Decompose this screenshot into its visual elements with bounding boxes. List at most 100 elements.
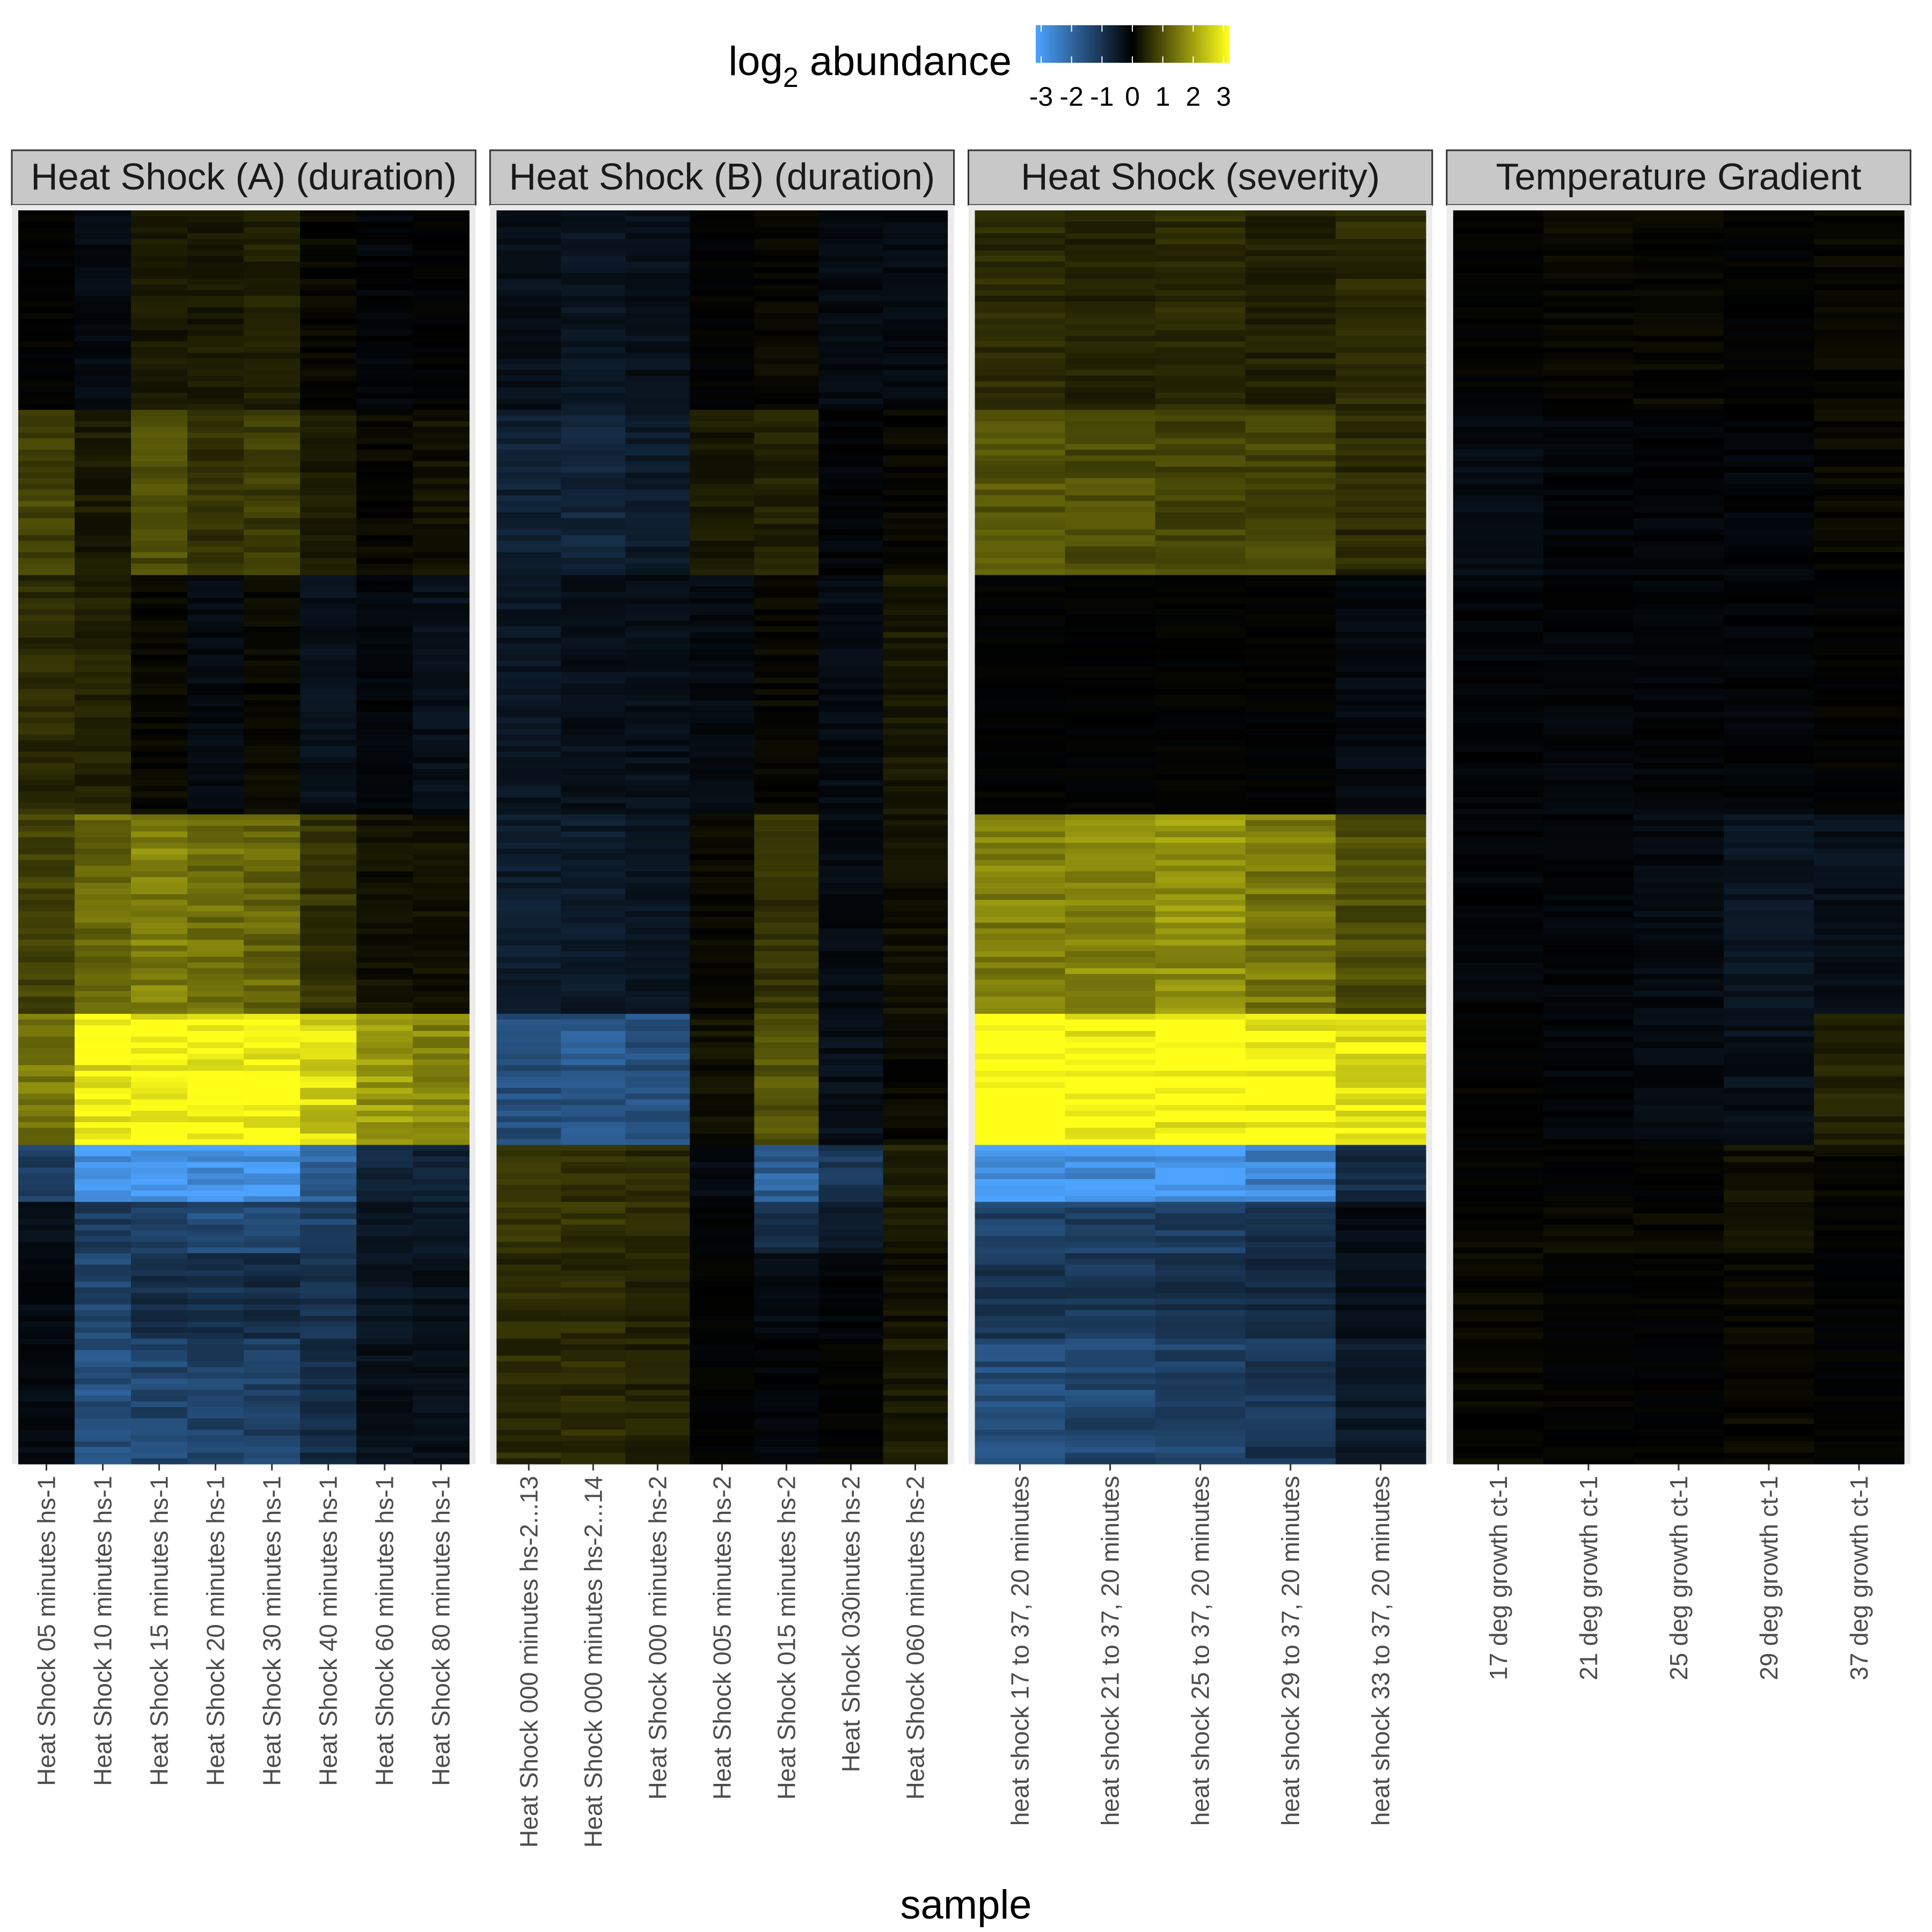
heatmap-cell [131, 1145, 188, 1151]
heatmap-cell [1155, 1105, 1246, 1111]
heatmap-cell [625, 825, 690, 832]
heatmap-cell [75, 706, 131, 712]
heatmap-cell [356, 814, 413, 821]
heatmap-cell [18, 848, 75, 855]
heatmap-cell [690, 290, 755, 296]
heatmap-cell [975, 1424, 1066, 1430]
heatmap-cell [754, 1139, 819, 1145]
heatmap-cell [131, 279, 188, 285]
heatmap-cell [244, 598, 301, 604]
heatmap-cell [690, 655, 755, 661]
heatmap-cell [561, 1225, 626, 1231]
heatmap-cell [356, 427, 413, 433]
heatmap-cell [1453, 1139, 1544, 1145]
heatmap-cell [413, 409, 470, 416]
heatmap-cell [625, 1031, 690, 1037]
heatmap-cell [1335, 1378, 1426, 1385]
heatmap-cell [1155, 683, 1246, 690]
heatmap-cell [244, 1162, 301, 1168]
heatmap-cell [187, 546, 244, 553]
heatmap-cell [1065, 866, 1156, 872]
heatmap-cell [1543, 1116, 1634, 1123]
heatmap-cell [1453, 985, 1544, 992]
heatmap-cell [356, 1173, 413, 1180]
heatmap-cell [754, 1099, 819, 1106]
heatmap-cell [1335, 825, 1426, 832]
heatmap-cell [1543, 1225, 1634, 1231]
heatmap-cell [75, 1059, 131, 1066]
heatmap-cell [883, 370, 948, 376]
heatmap-cell [244, 244, 301, 251]
heatmap-cell [1155, 1378, 1246, 1385]
heatmap-cell [561, 484, 626, 490]
heatmap-cell [1453, 273, 1544, 280]
heatmap-cell [690, 501, 755, 507]
heatmap-cell [975, 649, 1066, 655]
heatmap-cell [975, 792, 1066, 798]
heatmap-cell [18, 586, 75, 593]
heatmap-cell [356, 1184, 413, 1191]
heatmap-cell [975, 1293, 1066, 1299]
heatmap-cell [300, 1384, 357, 1391]
heatmap-cell [1543, 712, 1634, 718]
heatmap-cell [1065, 911, 1156, 918]
heatmap-cell [975, 1389, 1066, 1396]
heatmap-cell [356, 923, 413, 929]
heatmap-cell [1065, 444, 1156, 450]
heatmap-cell [561, 888, 626, 895]
heatmap-cell [883, 466, 948, 473]
heatmap-cell [1543, 1014, 1634, 1020]
heatmap-cell [1245, 1128, 1336, 1134]
heatmap-cell [883, 1327, 948, 1334]
heatmap-cell [131, 923, 188, 929]
heatmap-cell [244, 239, 301, 245]
heatmap-cell [496, 564, 561, 570]
heatmap-cell [413, 1310, 470, 1316]
heatmap-cell [625, 586, 690, 593]
heatmap-cell [496, 370, 561, 376]
heatmap-cell [413, 1167, 470, 1174]
heatmap-cell [18, 866, 75, 872]
heatmap-cell [356, 301, 413, 308]
heatmap-cell [187, 1413, 244, 1419]
heatmap-cell [300, 484, 357, 490]
heatmap-cell [690, 979, 755, 986]
heatmap-cell [1335, 1236, 1426, 1242]
heatmap-cell [1245, 1401, 1336, 1408]
heatmap-cell [187, 1076, 244, 1083]
heatmap-cell [625, 364, 690, 370]
heatmap-cell [1155, 1225, 1246, 1231]
heatmap-cell [975, 774, 1066, 781]
heatmap-cell [690, 1270, 755, 1277]
heatmap-cell [1245, 1236, 1336, 1242]
heatmap-cell [244, 1447, 301, 1453]
heatmap-cell [413, 546, 470, 553]
heatmap-cell [300, 313, 357, 319]
heatmap-cell [1245, 820, 1336, 826]
heatmap-cell [1335, 1042, 1426, 1049]
heatmap-cell [818, 1418, 884, 1425]
heatmap-cell [1543, 1247, 1634, 1254]
heatmap-cell [356, 1441, 413, 1447]
heatmap-cell [1155, 1139, 1246, 1145]
heatmap-cell [356, 734, 413, 741]
heatmap-cell [75, 1258, 131, 1265]
heatmap-cell [1065, 803, 1156, 809]
heatmap-cell [1453, 751, 1544, 758]
heatmap-cell [818, 415, 884, 422]
heatmap-cell [244, 364, 301, 370]
heatmap-cell [975, 825, 1066, 832]
heatmap-cell [690, 353, 755, 359]
heatmap-cell [75, 1225, 131, 1231]
heatmap-cell [413, 757, 470, 764]
heatmap-cell [496, 1418, 561, 1425]
heatmap-column [975, 210, 1066, 1465]
heatmap-cell [244, 923, 301, 929]
heatmap-cell [131, 797, 188, 803]
heatmap-cell [300, 370, 357, 376]
heatmap-cell [244, 1418, 301, 1425]
heatmap-cell [561, 956, 626, 963]
heatmap-cell [131, 1435, 188, 1442]
heatmap-cell [625, 1008, 690, 1014]
heatmap-cell [75, 1287, 131, 1294]
